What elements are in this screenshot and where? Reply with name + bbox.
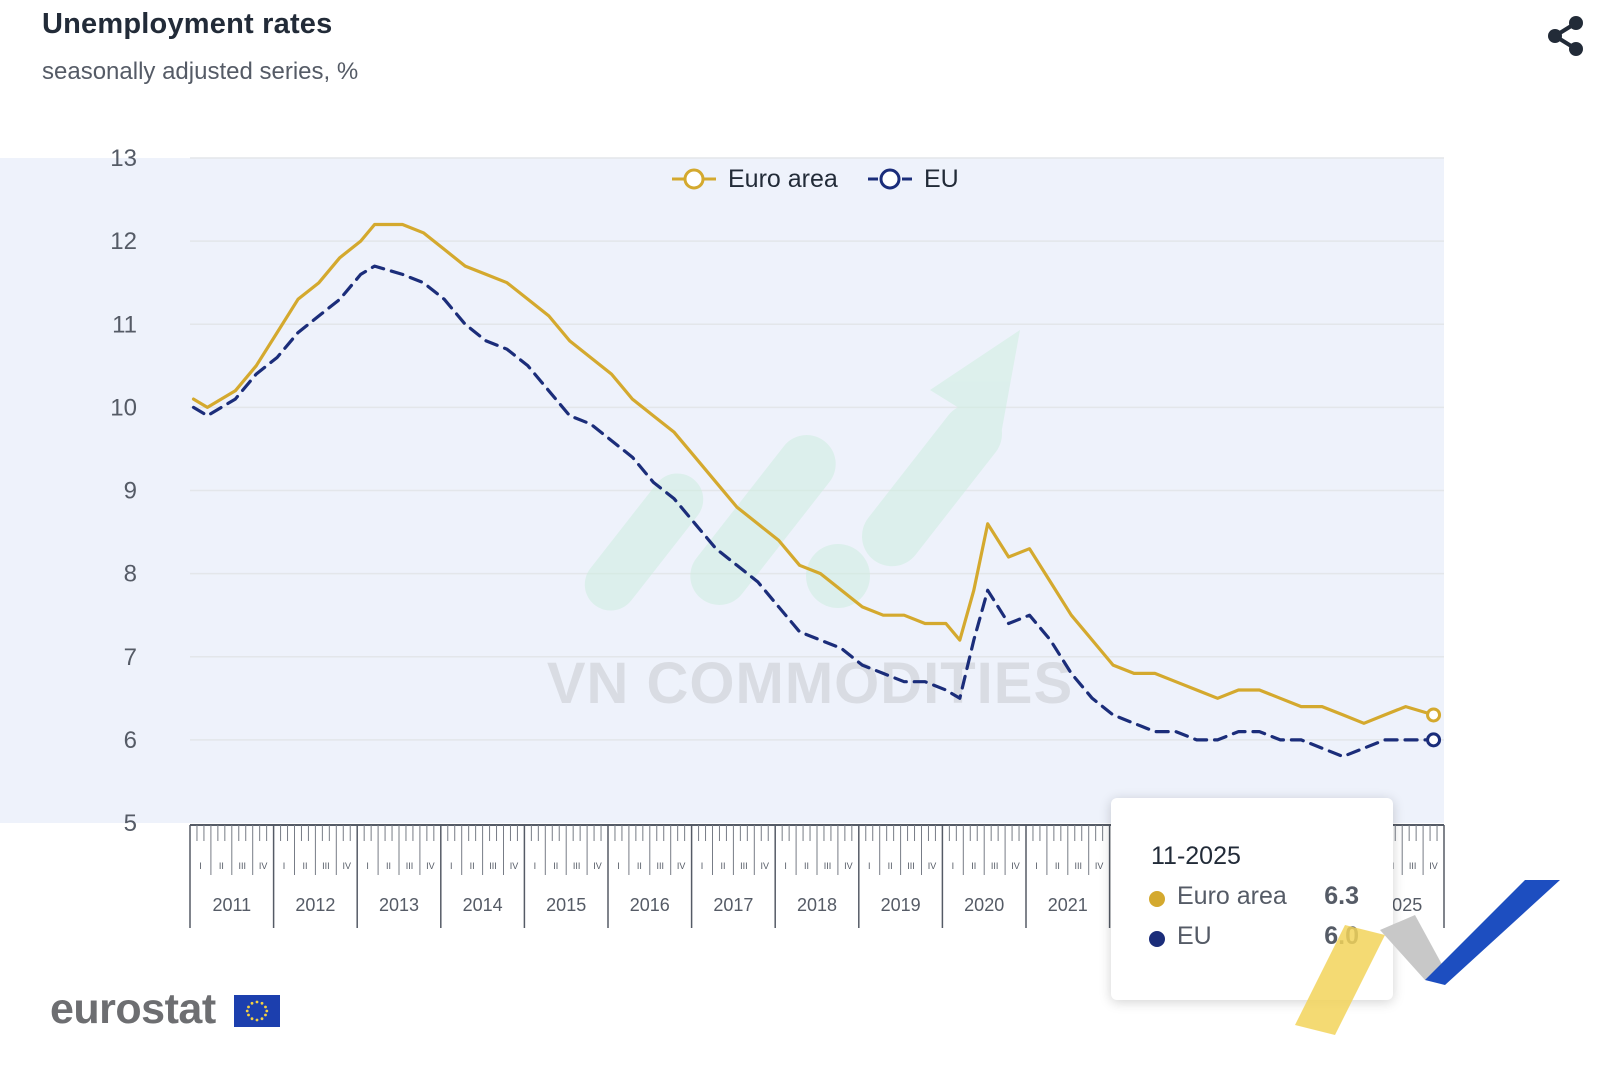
quarter-label: I <box>868 861 871 871</box>
legend-item-euro-area[interactable]: Euro area <box>672 165 838 193</box>
quarter-label: IV <box>342 861 351 871</box>
tooltip-series-name: EU <box>1177 922 1212 950</box>
y-tick-label: 12 <box>110 228 137 255</box>
tooltip-period: 11-2025 <box>1151 842 1241 870</box>
quarter-label: II <box>302 861 307 871</box>
y-tick-label: 11 <box>112 311 137 338</box>
eurostat-logo: eurostat <box>50 985 290 1045</box>
y-tick-label: 6 <box>124 727 137 754</box>
year-label: 2015 <box>546 895 586 915</box>
tooltip-series-value: 6.3 <box>1324 882 1359 910</box>
quarter-label: II <box>971 861 976 871</box>
year-label: 2020 <box>964 895 1004 915</box>
eu-dot <box>1149 931 1165 947</box>
year-label: 2013 <box>379 895 419 915</box>
watermark-text: VN COMMODITIES <box>547 651 1073 716</box>
quarter-label: III <box>907 861 915 871</box>
year-label: 2021 <box>1048 895 1088 915</box>
eu-flag-icon <box>234 995 280 1027</box>
quarter-label: I <box>283 861 286 871</box>
y-tick-label: 5 <box>124 810 137 837</box>
quarter-label: IV <box>1011 861 1020 871</box>
end-point-marker[interactable] <box>1426 732 1442 748</box>
quarter-label: IV <box>844 861 853 871</box>
eurostat-wordmark: eurostat <box>50 985 216 1033</box>
quarter-label: I <box>450 861 453 871</box>
legend-item-eu[interactable]: EU <box>868 165 959 193</box>
quarter-label: IV <box>593 861 602 871</box>
end-point-marker[interactable] <box>1426 707 1442 723</box>
quarter-label: IV <box>510 861 519 871</box>
quarter-label: I <box>366 861 369 871</box>
quarter-label: IV <box>1095 861 1104 871</box>
quarter-label: II <box>804 861 809 871</box>
decorative-checkmark-graphic <box>1295 880 1560 1035</box>
legend-label: EU <box>924 165 959 193</box>
chart-title: Unemployment rates <box>42 8 333 40</box>
quarter-label: III <box>573 861 581 871</box>
quarter-label: II <box>720 861 725 871</box>
quarter-label: II <box>637 861 642 871</box>
quarter-label: II <box>553 861 558 871</box>
y-axis: 5 6 7 8 9 10 11 12 13 <box>110 145 137 837</box>
y-tick-label: 13 <box>110 145 137 172</box>
legend-swatch-marker <box>879 168 901 190</box>
quarter-label: I <box>701 861 704 871</box>
quarter-label: II <box>219 861 224 871</box>
legend-swatch-marker <box>683 168 705 190</box>
quarter-label: IV <box>928 861 937 871</box>
quarter-label: III <box>1409 861 1417 871</box>
quarter-label: IV <box>1429 861 1438 871</box>
quarter-label: III <box>489 861 497 871</box>
year-label: 2014 <box>463 895 503 915</box>
year-label: 2011 <box>212 895 251 915</box>
legend-label: Euro area <box>728 165 838 193</box>
quarter-label: IV <box>760 861 769 871</box>
quarter-label: I <box>952 861 955 871</box>
quarter-label: I <box>784 861 787 871</box>
quarter-label: III <box>740 861 748 871</box>
quarter-label: III <box>824 861 832 871</box>
quarter-label: III <box>322 861 330 871</box>
quarter-label: I <box>1035 861 1038 871</box>
y-tick-label: 7 <box>124 644 137 671</box>
year-label: 2017 <box>713 895 753 915</box>
quarter-label: III <box>656 861 664 871</box>
quarter-label: IV <box>259 861 268 871</box>
quarter-label: II <box>888 861 893 871</box>
quarter-label: III <box>406 861 414 871</box>
quarter-label: I <box>199 861 202 871</box>
quarter-label: III <box>991 861 999 871</box>
quarter-label: II <box>470 861 475 871</box>
quarter-label: IV <box>426 861 435 871</box>
quarter-label: III <box>1074 861 1082 871</box>
legend[interactable]: Euro area EU <box>672 165 959 193</box>
year-label: 2018 <box>797 895 837 915</box>
tooltip-series-name: Euro area <box>1177 882 1287 910</box>
y-tick-label: 10 <box>110 394 137 421</box>
quarter-label: IV <box>677 861 686 871</box>
quarter-label: II <box>1055 861 1060 871</box>
quarter-label: I <box>617 861 620 871</box>
tooltip-row-euro-area: Euro area 6.3 <box>1149 882 1359 912</box>
quarter-label: II <box>386 861 391 871</box>
share-icon[interactable] <box>1543 14 1587 58</box>
y-tick-label: 9 <box>124 478 137 505</box>
year-label: 2019 <box>881 895 921 915</box>
quarter-label: III <box>238 861 246 871</box>
watermark: VN COMMODITIES <box>547 330 1073 716</box>
quarter-label: I <box>534 861 537 871</box>
y-tick-label: 8 <box>124 561 137 588</box>
year-label: 2012 <box>295 895 335 915</box>
year-label: 2016 <box>630 895 670 915</box>
chart-subtitle: seasonally adjusted series, % <box>42 58 359 85</box>
series-lines <box>191 222 1442 759</box>
euro-area-dot <box>1149 891 1165 907</box>
